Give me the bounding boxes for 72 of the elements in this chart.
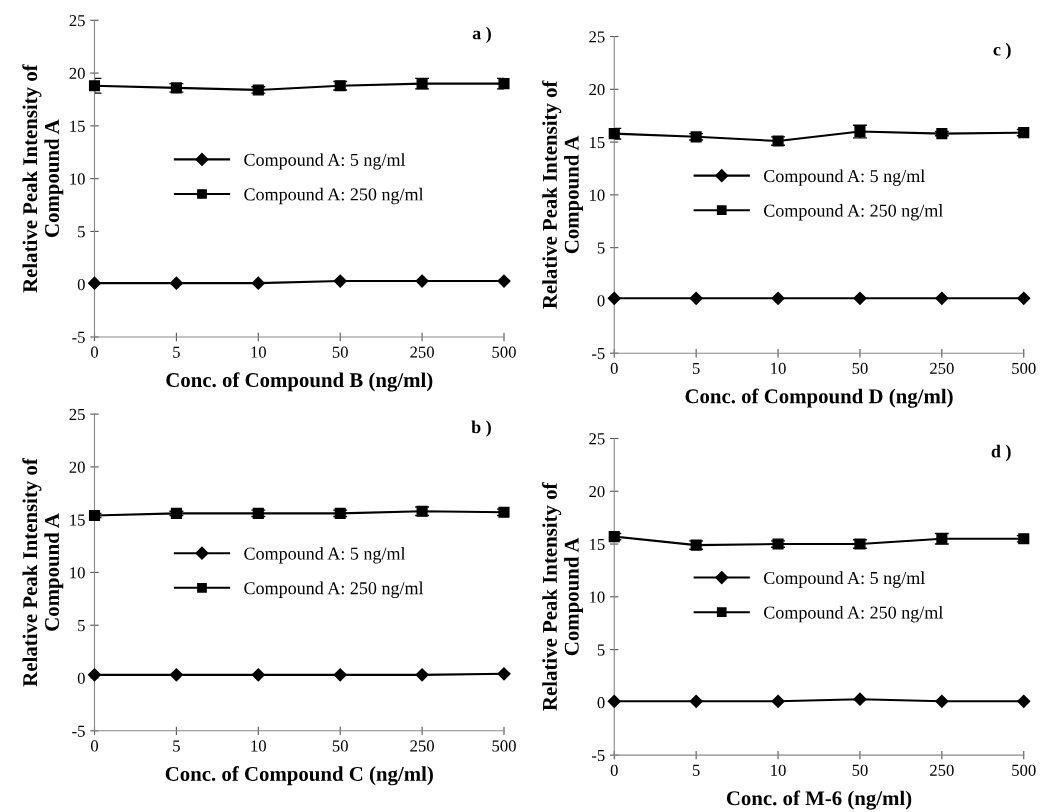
y-tick-label: 0 <box>597 295 605 307</box>
x-tick-label: 0 <box>610 362 618 374</box>
annotation: c ) <box>993 42 1011 60</box>
y-tick-label: 10 <box>70 173 85 185</box>
x-tick-label: 500 <box>492 740 516 752</box>
x-tick-label: 500 <box>1012 362 1036 374</box>
y-tick-label: 20 <box>589 485 605 498</box>
x-tick-label: 0 <box>610 764 618 776</box>
legend-label: Compound A: 5 ng/ml <box>764 571 925 588</box>
y-tick-label: 15 <box>70 514 85 526</box>
y-tick-label: 25 <box>69 15 85 27</box>
x-tick-label: 500 <box>492 346 516 358</box>
y-tick-label: -5 <box>72 725 85 737</box>
y-tick-label: 25 <box>589 433 605 445</box>
x-axis-title: Conc. of M-6 (ng/ml) <box>726 790 912 810</box>
x-tick-label: 10 <box>251 740 266 752</box>
legend-label: Compound A: 250 ng/ml <box>764 204 943 221</box>
x-tick-label: 250 <box>410 346 434 358</box>
y-tick-label: 15 <box>70 120 85 132</box>
x-tick-label: 0 <box>90 346 99 358</box>
x-tick-label: 5 <box>692 362 700 374</box>
legend-label: Compound A: 250 ng/ml <box>764 605 943 623</box>
x-tick-label: 10 <box>771 764 786 776</box>
x-tick-label: 500 <box>1012 764 1036 776</box>
y-tick-label: 15 <box>590 538 605 550</box>
legend-label: Compound A: 250 ng/ml <box>244 581 424 599</box>
x-tick-label: 250 <box>410 740 434 752</box>
y-tick-label: 20 <box>589 84 605 96</box>
x-tick-label: 5 <box>173 740 180 752</box>
x-tick-label: 50 <box>332 346 348 358</box>
x-axis-title: Conc. of Compound C (ng/ml) <box>165 766 433 786</box>
legend-label: Compound A: 250 ng/ml <box>244 187 424 205</box>
y-tick-label: 0 <box>77 672 85 684</box>
y-tick-label: 10 <box>590 591 605 603</box>
x-tick-label: 5 <box>173 346 180 358</box>
y-tick-label: 25 <box>589 31 605 43</box>
y-tick-label: 0 <box>597 697 605 709</box>
annotation: b ) <box>471 420 491 437</box>
y-tick-label: 20 <box>69 67 85 80</box>
x-axis-title: Conc. of Compound D (ng/ml) <box>685 388 953 408</box>
annotation: a ) <box>472 26 491 44</box>
y-tick-label: 10 <box>70 567 85 579</box>
y-tick-label: 5 <box>78 620 85 632</box>
x-tick-label: 0 <box>90 740 99 752</box>
x-axis-title: Conc. of Compound B (ng/ml) <box>166 372 433 392</box>
x-tick-label: 50 <box>332 740 348 752</box>
x-tick-label: 10 <box>771 362 786 374</box>
x-tick-label: 50 <box>852 764 868 776</box>
x-tick-label: 250 <box>930 764 954 776</box>
y-tick-label: 5 <box>597 242 605 254</box>
y-axis-title: Relative Peak Intensity of Compound A <box>542 482 583 711</box>
x-tick-label: 5 <box>692 764 700 776</box>
y-axis-title: Relative Peak Intensity of Compound A <box>542 80 583 309</box>
legend-label: Compound A: 5 ng/ml <box>244 153 406 170</box>
y-tick-label: 0 <box>77 278 85 291</box>
x-tick-label: 250 <box>930 362 954 374</box>
y-tick-label: 25 <box>69 408 85 421</box>
y-tick-label: 10 <box>590 189 605 201</box>
legend-label: Compound A: 5 ng/ml <box>244 547 406 564</box>
annotation: d ) <box>991 444 1011 462</box>
y-axis-title: Relative Peak Intensity of Compound A <box>22 457 64 687</box>
y-tick-label: 15 <box>590 136 605 149</box>
x-tick-label: 50 <box>852 362 868 374</box>
y-tick-label: -5 <box>591 750 605 762</box>
x-tick-label: 10 <box>251 346 266 358</box>
legend-label: Compound A: 5 ng/ml <box>764 169 925 186</box>
y-tick-label: -5 <box>591 348 605 360</box>
y-tick-label: 5 <box>597 644 605 656</box>
y-tick-label: -5 <box>72 331 85 343</box>
y-tick-label: 5 <box>78 226 85 238</box>
y-tick-label: 20 <box>69 461 85 473</box>
y-axis-title: Relative Peak Intensity of Compound A <box>22 64 64 293</box>
